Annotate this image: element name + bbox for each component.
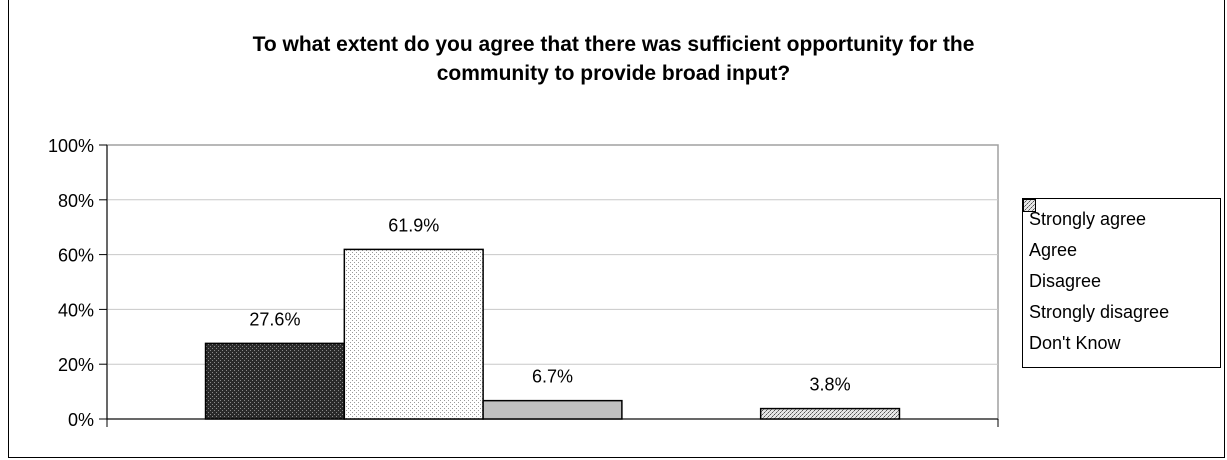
legend-swatch: [1023, 199, 1036, 212]
y-tick-label: 60%: [58, 246, 94, 266]
y-tick-label: 80%: [58, 191, 94, 211]
data-label: 27.6%: [249, 309, 300, 329]
chart-title-line-1: To what extent do you agree that there w…: [252, 33, 975, 56]
chart-legend: Strongly agree Agree Disagree Strongly disa…: [1022, 198, 1221, 368]
bar-strongly-agree: [204, 342, 346, 420]
chart-title: To what extent do you agree that there w…: [0, 30, 1227, 88]
y-tick-label: 20%: [58, 355, 94, 375]
legend-label: Strongly disagree: [1029, 302, 1170, 322]
legend-item: Strongly disagree: [1023, 199, 1220, 328]
legend-item: Disagree: [1023, 199, 1220, 297]
y-tick-label: 100%: [48, 136, 94, 156]
y-tick-label: 40%: [58, 300, 94, 320]
legend-label: Strongly agree: [1029, 209, 1147, 229]
legend-label: Don't Know: [1029, 333, 1121, 353]
legend-label: Agree: [1029, 240, 1078, 260]
data-label: 6.7%: [532, 367, 573, 387]
data-label: 61.9%: [388, 215, 439, 235]
legend-item: Agree: [1023, 199, 1220, 266]
y-tick-label: 0%: [68, 410, 94, 430]
bar-don-t-know: [759, 407, 901, 420]
bar-agree: [343, 248, 484, 420]
legend-item: Don't Know: [1023, 199, 1220, 359]
data-label: 3.8%: [810, 375, 851, 395]
legend-label: Disagree: [1029, 271, 1102, 291]
chart-frame: [8, 0, 1225, 458]
bar-disagree: [482, 399, 623, 420]
legend-item: Strongly agree: [1023, 199, 1220, 235]
chart-title-line-2: community to provide broad input?: [436, 62, 791, 85]
